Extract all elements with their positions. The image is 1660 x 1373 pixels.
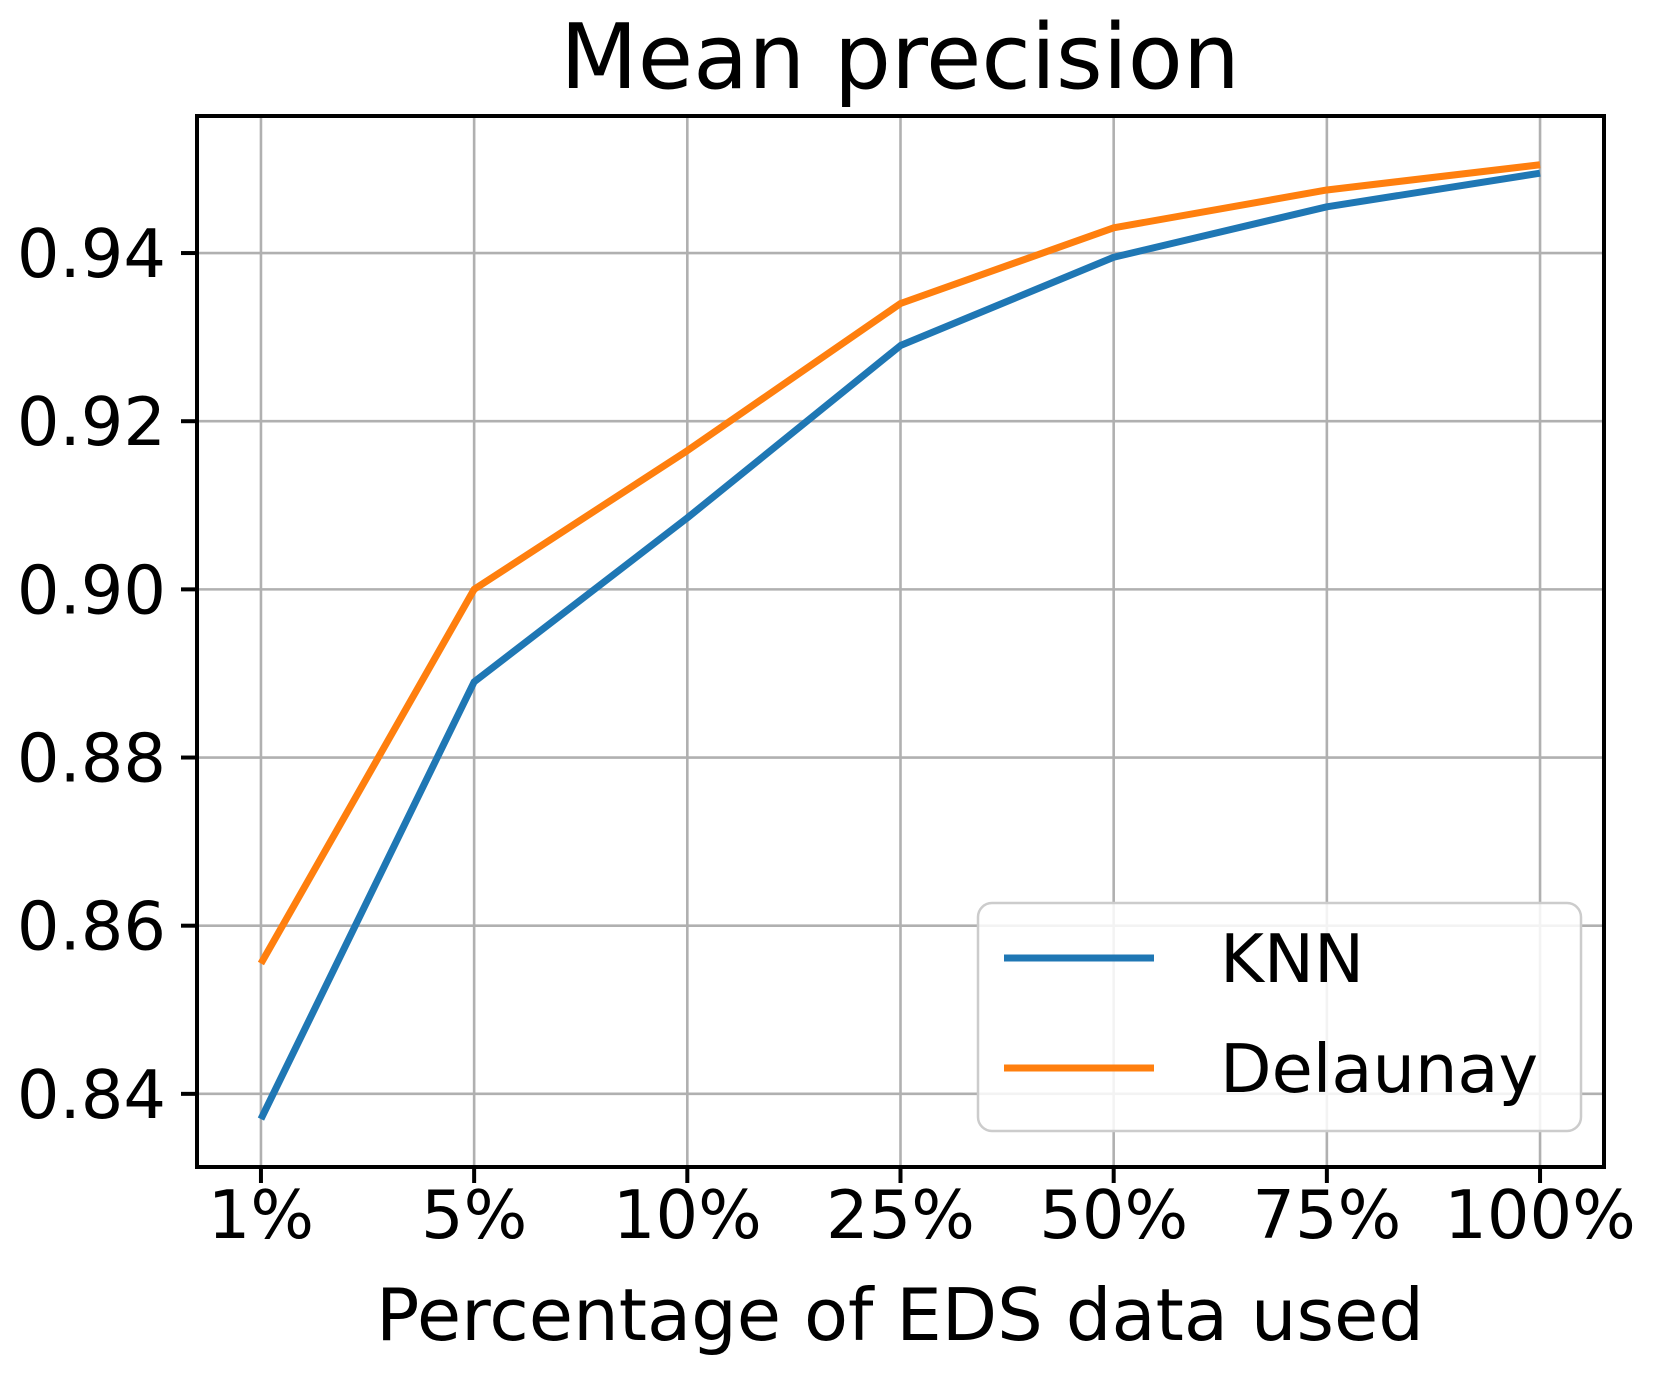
legend-label: KNN xyxy=(1220,920,1364,998)
y-tick-label: 0.92 xyxy=(17,383,166,461)
x-axis-label: Percentage of EDS data used xyxy=(376,1273,1424,1357)
y-tick-label: 0.88 xyxy=(17,720,166,798)
x-tick-label: 5% xyxy=(421,1176,527,1254)
grid-lines xyxy=(197,116,1604,1167)
chart-title: Mean precision xyxy=(560,5,1240,110)
x-tick-label: 25% xyxy=(826,1176,975,1254)
x-tick-label: 100% xyxy=(1444,1176,1636,1254)
y-tick-labels: 0.84 0.86 0.88 0.90 0.92 0.94 xyxy=(17,215,166,1134)
x-tick-label: 1% xyxy=(208,1176,314,1254)
y-tick-label: 0.90 xyxy=(17,551,166,629)
x-tick-label: 10% xyxy=(613,1176,762,1254)
axis-ticks xyxy=(181,251,1543,1183)
series-line-delaunay xyxy=(257,161,1541,966)
x-tick-label: 50% xyxy=(1039,1176,1188,1254)
y-tick-label: 0.94 xyxy=(17,215,166,293)
series-line-knn xyxy=(257,169,1541,1121)
x-tick-label: 75% xyxy=(1252,1176,1401,1254)
y-tick-label: 0.86 xyxy=(17,888,166,966)
legend-label: Delaunay xyxy=(1220,1030,1538,1108)
series-lines xyxy=(257,161,1541,1121)
legend: KNN Delaunay xyxy=(976,901,1583,1133)
y-tick-label: 0.84 xyxy=(17,1056,166,1134)
x-tick-labels: 1% 5% 10% 25% 50% 75% 100% xyxy=(208,1176,1636,1254)
